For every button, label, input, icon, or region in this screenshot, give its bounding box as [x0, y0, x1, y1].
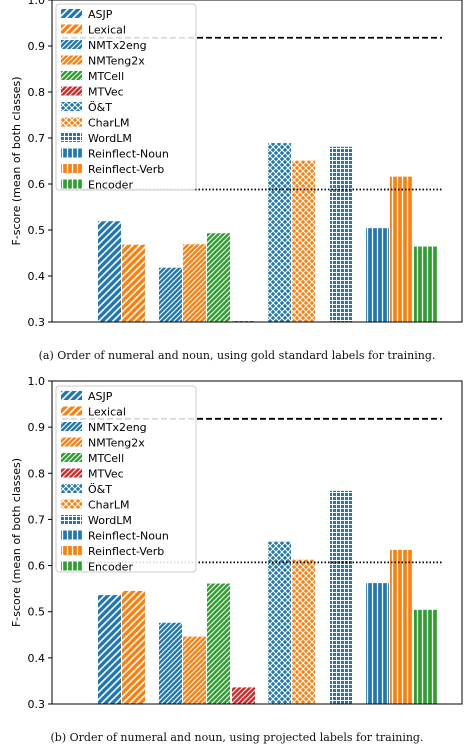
legend-swatch [61, 24, 82, 34]
y-axis-label: F-score (mean of both classes) [10, 76, 23, 245]
bar-encoder [414, 609, 437, 704]
legend [55, 385, 197, 573]
bar-reinflect-verb [390, 549, 413, 704]
bar--t [268, 143, 291, 322]
chart-panel-a: 0.3 0.4 0.5 0.6 0.7 0.8 0.9 1.0 F-score (mean of… [10, 0, 463, 329]
chart-panel-b: 0.3 0.4 0.5 0.6 0.7 0.8 0.9 1.0 F-score (mean of… [10, 375, 463, 711]
legend-entry: MTCell [88, 452, 124, 465]
legend-swatch [61, 86, 82, 96]
bar-wordlm [330, 146, 353, 322]
y-tick-label: 0.6 [28, 178, 46, 191]
legend-swatch [61, 437, 82, 447]
legend-entry: Ö&T [88, 483, 112, 496]
legend-entry: Reinflect-Noun [88, 530, 169, 543]
y-tick-label: 0.9 [28, 40, 46, 53]
bar-charlm [292, 559, 315, 704]
bar-mtvec [232, 687, 255, 704]
bar-reinflect-noun [366, 583, 389, 704]
y-tick-label: 0.5 [28, 224, 46, 237]
legend-entry: WordLM [88, 132, 132, 145]
y-tick-label: 0.7 [28, 132, 46, 145]
legend-swatch [61, 422, 82, 431]
legend-swatch [61, 55, 82, 65]
bar-charlm [292, 160, 315, 322]
legend-entry: WordLM [88, 514, 132, 527]
legend-swatch [61, 117, 82, 127]
legend-swatch [61, 499, 82, 509]
y-tick-label: 0.9 [28, 421, 46, 434]
legend-swatch [61, 406, 82, 416]
legend-swatch [61, 468, 82, 478]
legend-swatch [61, 148, 82, 158]
bar-lexical [122, 590, 145, 704]
y-tick-label: 0.3 [28, 316, 46, 329]
legend-swatch [61, 133, 82, 142]
legend-swatch [61, 71, 82, 80]
bar-asjp [98, 595, 121, 704]
legend-entry: Ö&T [88, 101, 112, 114]
bar-nmteng2x [183, 244, 206, 322]
legend-entry: Lexical [88, 24, 126, 37]
legend-swatch [61, 530, 82, 540]
legend-entry: Reinflect-Noun [88, 148, 169, 161]
legend-entry: NMTx2eng [88, 421, 147, 434]
axes-frame [51, 380, 463, 705]
axes-frame [51, 0, 463, 323]
y-tick-label: 1.0 [28, 375, 46, 388]
bar-wordlm [330, 490, 353, 704]
legend-entry: NMTeng2x [88, 437, 145, 450]
bar-nmteng2x [183, 636, 206, 704]
legend-swatch [61, 515, 82, 524]
bar-nmtx2eng [159, 622, 182, 704]
legend-swatch [61, 179, 82, 189]
legend-swatch [61, 484, 82, 493]
legend-entry: Reinflect-Verb [88, 545, 164, 558]
bar--t [268, 541, 291, 704]
y-tick-label: 0.8 [28, 467, 46, 480]
caption-a: (a) Order of numeral and noun, using gol… [38, 349, 436, 362]
legend [55, 3, 197, 191]
bar-reinflect-noun [366, 228, 389, 322]
bar-asjp [98, 221, 121, 322]
legend-entry: Encoder [88, 561, 133, 574]
y-tick-label: 0.5 [28, 606, 46, 619]
legend-entry: MTVec [88, 468, 124, 481]
legend-swatch [61, 9, 82, 18]
caption-b: (b) Order of numeral and noun, using pro… [50, 731, 424, 744]
bar-reinflect-verb [390, 176, 413, 322]
legend-entry: ASJP [88, 390, 113, 403]
y-tick-label: 0.4 [28, 270, 46, 283]
y-axis-label: F-score (mean of both classes) [10, 458, 23, 627]
legend-entry: Encoder [88, 179, 133, 192]
legend-swatch [61, 102, 82, 111]
legend-swatch [61, 40, 82, 49]
legend-entry: MTVec [88, 86, 124, 99]
legend-entry: CharLM [88, 117, 130, 130]
legend-entry: MTCell [88, 70, 124, 83]
bar-mtcell [207, 233, 230, 322]
y-tick-label: 0.4 [28, 652, 46, 665]
legend-swatch [61, 546, 82, 555]
legend-swatch [61, 391, 82, 400]
bar-mtcell [207, 583, 230, 704]
y-tick-label: 0.7 [28, 513, 46, 526]
legend-entry: ASJP [88, 8, 113, 21]
y-tick-label: 0.6 [28, 560, 46, 573]
bar-lexical [122, 244, 145, 322]
y-tick-label: 0.8 [28, 86, 46, 99]
legend-entry: Reinflect-Verb [88, 163, 164, 176]
bar-nmtx2eng [159, 267, 182, 322]
y-tick-label: 1.0 [28, 0, 46, 7]
legend-entry: Lexical [88, 406, 126, 419]
legend-entry: NMTx2eng [88, 39, 147, 52]
legend-swatch [61, 164, 82, 173]
legend-entry: CharLM [88, 499, 130, 512]
legend-swatch [61, 561, 82, 571]
legend-entry: NMTeng2x [88, 55, 145, 68]
legend-swatch [61, 453, 82, 462]
y-tick-label: 0.3 [28, 698, 46, 711]
bar-encoder [414, 246, 437, 322]
